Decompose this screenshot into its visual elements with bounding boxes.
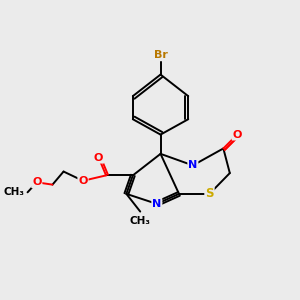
Text: Br: Br — [154, 50, 167, 60]
Text: O: O — [78, 176, 88, 186]
Text: CH₃: CH₃ — [130, 216, 151, 226]
Text: S: S — [205, 188, 214, 200]
Text: CH₃: CH₃ — [4, 187, 25, 197]
Text: O: O — [94, 153, 103, 163]
Text: N: N — [188, 160, 197, 170]
Text: N: N — [152, 199, 161, 209]
Text: O: O — [32, 177, 41, 187]
Text: O: O — [232, 130, 242, 140]
